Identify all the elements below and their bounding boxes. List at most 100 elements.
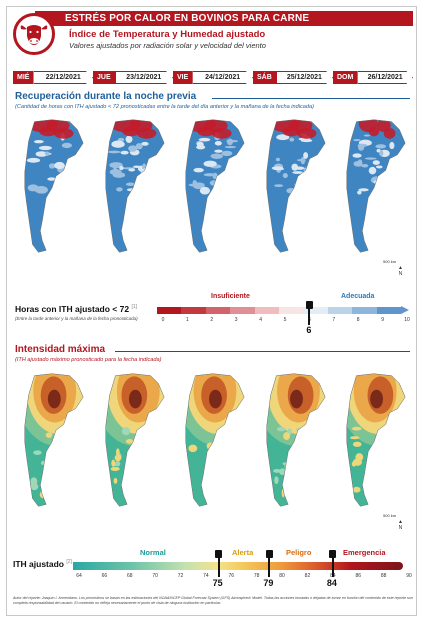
intensity-tick: 78 <box>253 573 260 579</box>
intensity-subtitle: (ITH ajustado máximo pronosticado para l… <box>15 357 162 363</box>
recovery-map <box>265 119 325 253</box>
intensity-legend-ref: [2] <box>66 559 72 566</box>
recovery-colorbar-step <box>230 307 256 314</box>
recovery-legend-note: (Entre la tarde anterior y la mañana de … <box>15 316 138 321</box>
intensity-tick: 74 <box>203 573 209 579</box>
recovery-map <box>346 119 406 253</box>
intensity-tick: 70 <box>152 573 158 579</box>
recovery-tick: 5 <box>283 317 287 323</box>
recovery-colorbar-step <box>181 307 207 314</box>
intensity-legend-label: ITH ajustado [2] <box>13 559 72 569</box>
cat-normal: Normal <box>140 548 166 557</box>
recovery-threshold-value: 6 <box>306 325 312 335</box>
recovery-map <box>24 119 84 253</box>
report-footer: Autor del reporte: Joaquín I. Armendano.… <box>13 596 413 605</box>
recovery-tick: 1 <box>186 317 189 323</box>
intensity-tick: 76 <box>228 573 235 579</box>
north-label: N <box>398 525 403 531</box>
intensity-tick: 90 <box>406 573 412 579</box>
intensity-tick: 68 <box>126 573 133 579</box>
intensity-tick: 66 <box>101 573 108 579</box>
recovery-colorbar-step <box>254 307 280 314</box>
intensity-marker-head <box>215 550 223 558</box>
date-day: SÁB <box>253 71 276 84</box>
report-page: ESTRÉS POR CALOR EN BOVINOS PARA CARNE Í… <box>6 6 417 616</box>
recovery-colorbar-step <box>303 307 329 314</box>
intensity-tick: 72 <box>177 573 184 579</box>
recovery-map <box>185 119 245 253</box>
intensity-threshold-value: 75 <box>212 578 223 588</box>
date-value: 26/12/2021 <box>357 71 413 84</box>
recovery-title: Recuperación durante la noche previa <box>15 91 197 102</box>
date-day: MIÉ <box>13 71 34 84</box>
date-tab: MIÉ 22/12/2021 <box>13 71 93 84</box>
intensity-colorbar <box>73 562 403 570</box>
recovery-legend-ref: [1] <box>131 304 138 311</box>
cow-icon <box>13 13 55 55</box>
intensity-threshold-value: 84 <box>326 578 337 588</box>
intensity-tick: 64 <box>76 573 82 579</box>
date-bar: MIÉ 22/12/2021 JUE 23/12/2021 VIE 24/12/202… <box>13 71 413 84</box>
north-arrow-icon: ▲ N <box>398 265 403 277</box>
recovery-tick: 8 <box>356 317 360 323</box>
date-value: 24/12/2021 <box>192 71 253 84</box>
date-tab: SÁB 25/12/2021 <box>253 71 333 84</box>
recovery-tick: 7 <box>332 317 336 323</box>
recovery-colorbar-step <box>279 307 304 314</box>
intensity-map <box>346 373 406 507</box>
recovery-colorbar-step <box>157 307 182 314</box>
index-subtitle: Valores ajustados por radiación solar y … <box>69 41 266 50</box>
intensity-marker-head <box>265 550 273 558</box>
date-tab: DOM 26/12/2021 <box>333 71 413 84</box>
date-value: 22/12/2021 <box>33 71 93 84</box>
intensity-legend-text: ITH ajustado <box>13 559 65 569</box>
recovery-tick: 4 <box>259 317 262 323</box>
recovery-colorbar-arrow <box>401 306 409 314</box>
date-day: VIE <box>173 71 193 84</box>
report-banner: ESTRÉS POR CALOR EN BOVINOS PARA CARNE <box>35 11 413 26</box>
intensity-marker-head <box>329 550 337 558</box>
cat-adequate: Adecuada <box>341 293 375 300</box>
intensity-marker-line <box>331 557 334 577</box>
recovery-colorbar-step <box>376 307 402 314</box>
intensity-marker-line <box>217 557 220 577</box>
intensity-tick: 82 <box>304 573 311 579</box>
recovery-colorbar-step <box>352 307 378 314</box>
recovery-marker-line <box>308 307 311 325</box>
intensity-tick: 86 <box>355 573 361 579</box>
intensity-map <box>185 373 245 507</box>
north-label: N <box>398 271 403 277</box>
date-day: JUE <box>93 71 115 84</box>
index-title: Índice de Temperatura y Humedad ajustado <box>69 29 266 40</box>
intensity-threshold-value: 79 <box>263 578 274 588</box>
intensity-map <box>265 373 325 507</box>
recovery-colorbar-step <box>327 307 353 314</box>
intensity-tick: 88 <box>380 573 387 579</box>
cat-danger: Peligro <box>286 548 312 557</box>
intensity-title: Intensidad máxima <box>15 344 106 355</box>
date-value: 25/12/2021 <box>275 71 333 84</box>
date-day: DOM <box>333 71 358 84</box>
recovery-tick: 9 <box>381 317 384 323</box>
scale-bar: 500 km <box>383 259 397 264</box>
recovery-colorbar-step <box>205 307 231 314</box>
recovery-tick: 2 <box>210 317 214 323</box>
intensity-rule <box>115 351 410 352</box>
recovery-legend-label: Horas con ITH ajustado < 72 [1] <box>15 304 137 314</box>
recovery-marker-head <box>305 301 313 309</box>
scale-bar: 500 km <box>383 513 397 518</box>
north-arrow-icon: ▲ N <box>398 519 403 531</box>
recovery-legend-text: Horas con ITH ajustado < 72 <box>15 304 130 314</box>
recovery-tick: 0 <box>161 317 165 323</box>
date-tab: VIE 24/12/2021 <box>173 71 253 84</box>
date-value: 23/12/2021 <box>114 71 173 84</box>
recovery-maps <box>13 115 413 257</box>
intensity-tick: 80 <box>279 573 285 579</box>
date-tab: JUE 23/12/2021 <box>93 71 173 84</box>
cat-emergency: Emergencia <box>343 548 386 557</box>
intensity-marker-line <box>268 557 271 577</box>
recovery-map <box>104 119 164 253</box>
cat-alert: Alerta <box>232 548 254 557</box>
recovery-tick: 10 <box>404 317 410 323</box>
recovery-subtitle: (Cantidad de horas con ITH ajustado < 72… <box>15 104 314 110</box>
